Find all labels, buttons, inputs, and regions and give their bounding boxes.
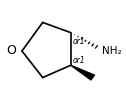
Polygon shape [71, 65, 95, 80]
Text: O: O [6, 44, 16, 58]
Text: NH₂: NH₂ [102, 46, 122, 56]
Text: or1: or1 [73, 56, 85, 65]
Text: or1: or1 [73, 37, 85, 46]
